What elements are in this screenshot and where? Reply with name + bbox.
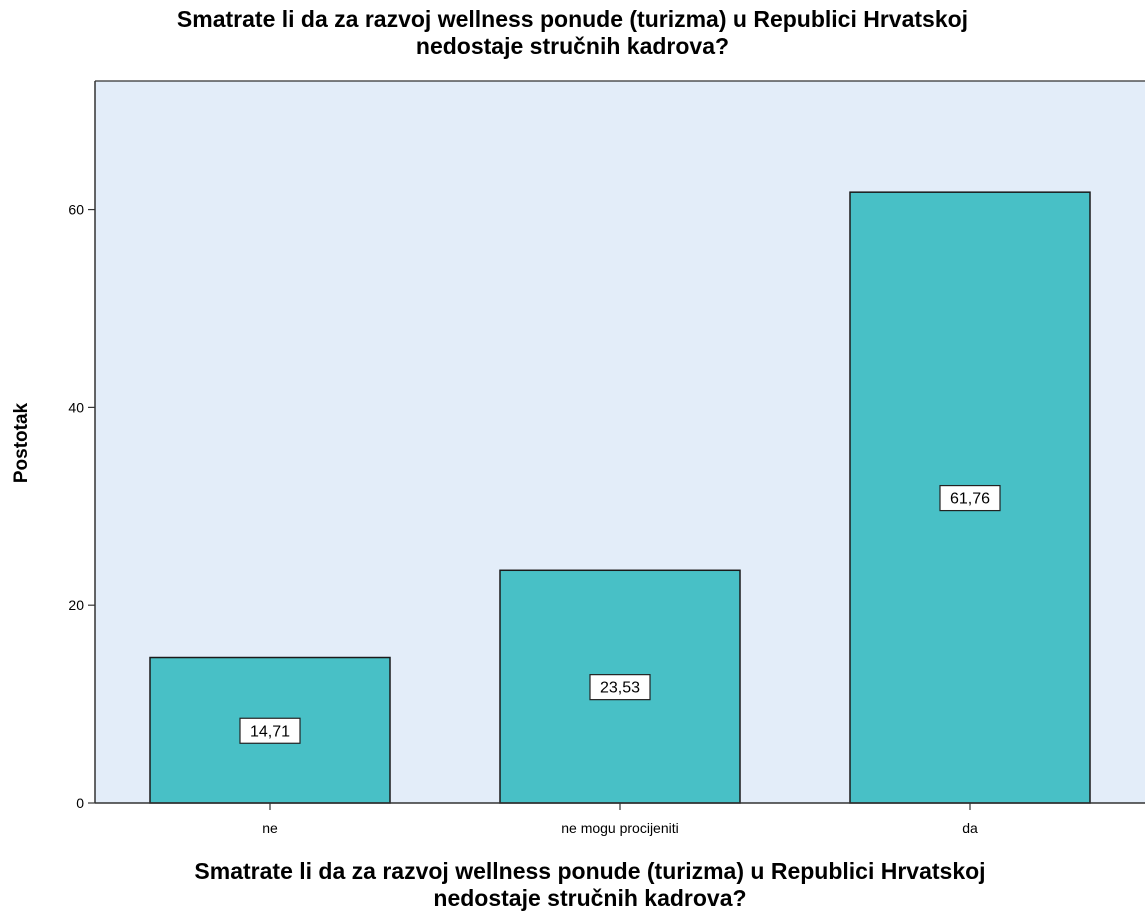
chart-title: Smatrate li da za razvoj wellness ponude… <box>0 6 1145 60</box>
data-label: 61,76 <box>950 491 990 508</box>
x-tick-label: da <box>962 820 978 836</box>
data-label-box <box>589 674 651 701</box>
x-tick-label: ne mogu procijeniti <box>561 820 679 836</box>
x-axis-title-line-1: Smatrate li da za razvoj wellness ponude… <box>194 858 986 884</box>
x-tick-label: ne <box>262 820 278 836</box>
data-label-box <box>939 484 1001 512</box>
data-label: 23,53 <box>600 680 640 697</box>
chart-title-line-1: Smatrate li da za razvoj wellness ponude… <box>176 6 969 32</box>
y-tick-label: 20 <box>68 597 84 613</box>
y-tick-label: 60 <box>68 202 84 218</box>
x-axis-title-line-2: nedostaje stručnih kadrova? <box>433 885 747 911</box>
x-axis-title: Smatrate li da za razvoj wellness ponude… <box>50 858 1130 912</box>
y-tick-label: 40 <box>68 399 84 415</box>
data-label: 14,71 <box>250 723 290 740</box>
data-label-box <box>239 717 301 744</box>
y-tick-label: 0 <box>76 795 84 811</box>
chart-title-line-2: nedostaje stručnih kadrova? <box>415 33 730 59</box>
